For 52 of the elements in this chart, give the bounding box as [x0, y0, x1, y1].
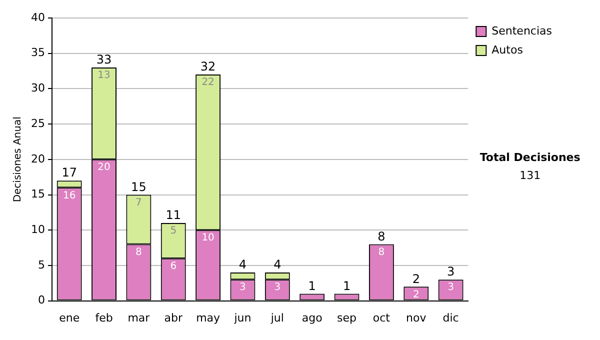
data-label: 3 [240, 282, 246, 294]
text: 131 [520, 168, 541, 182]
x-tick-label: jul [270, 311, 284, 324]
data-label: 8 [136, 246, 142, 258]
legend-label: Sentencias [492, 24, 552, 38]
legend-label: Autos [492, 43, 524, 56]
x-tick-label: sep [337, 311, 357, 324]
text: Total Decisiones [480, 150, 581, 164]
data-label: 3 [274, 282, 281, 294]
x-tick-label: ago [302, 311, 323, 324]
total-label: 1 [342, 278, 351, 293]
data-label: 7 [136, 197, 142, 208]
data-label: 16 [62, 190, 76, 202]
total-label: 8 [378, 229, 386, 244]
data-label: 2 [412, 289, 420, 300]
total-label: 11 [166, 208, 182, 222]
data-label: 3 [448, 282, 454, 294]
y-tick-label: 0 [38, 294, 45, 307]
total-label: 1 [308, 278, 316, 293]
y-tick-label: 35 [30, 46, 45, 60]
total-label: 15 [131, 180, 146, 194]
total-label: 33 [96, 52, 112, 67]
y-tick-label: 25 [30, 116, 45, 130]
x-tick-label: abr [164, 311, 183, 324]
y-tick-label: 15 [30, 188, 45, 201]
data-label: 22 [202, 77, 214, 88]
data-label: 8 [378, 246, 385, 258]
y-tick-label: 20 [30, 152, 45, 166]
x-tick-label: ene [59, 311, 80, 324]
x-tick-label: dic [442, 311, 459, 324]
total-label: 4 [274, 258, 282, 272]
x-tick-label: jun [233, 311, 252, 324]
data-label: 13 [98, 70, 110, 82]
data-label: 10 [202, 232, 214, 244]
data-label: 6 [170, 260, 177, 272]
total-label: 17 [62, 166, 77, 180]
y-tick-label: 10 [30, 222, 45, 236]
total-label: 2 [412, 272, 420, 286]
x-tick-label: nov [406, 311, 427, 324]
x-tick-label: feb [95, 311, 113, 324]
data-label: 5 [170, 226, 177, 237]
y-tick-label: 5 [38, 258, 45, 272]
y-tick-label: 40 [30, 10, 45, 24]
x-tick-label: may [196, 311, 221, 324]
x-tick-label: oct [372, 311, 391, 324]
x-tick-label: mar [128, 311, 150, 324]
data-label: 20 [98, 162, 110, 173]
y-axis-title: Decisiones Anual [12, 116, 24, 202]
total-label: 3 [446, 264, 455, 279]
total-label: 4 [238, 258, 247, 272]
total-label: 32 [200, 60, 216, 74]
y-tick-label: 30 [30, 82, 45, 95]
